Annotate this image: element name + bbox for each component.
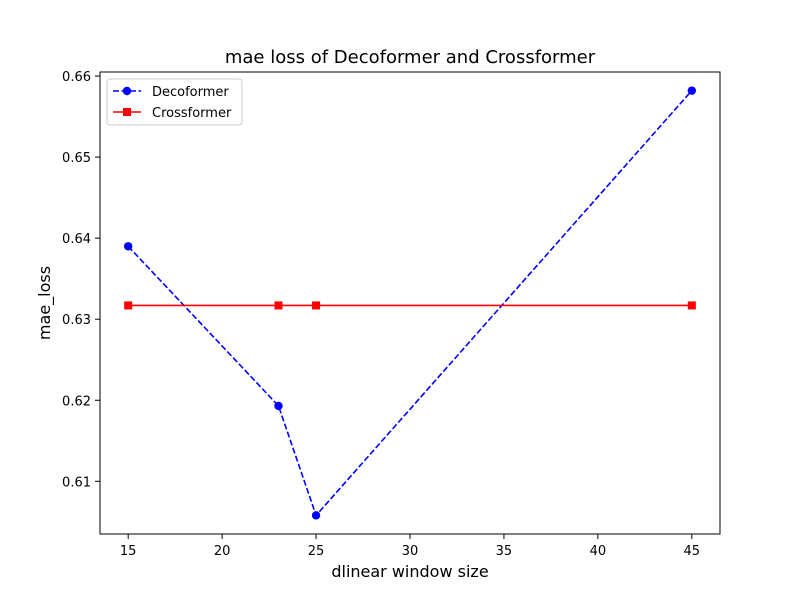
decoformer-legend-marker <box>122 86 132 96</box>
legend: Decoformer Crossformer <box>106 78 243 126</box>
x-axis-label: dlinear window size <box>331 562 488 581</box>
decoformer-point <box>687 86 697 95</box>
x-tick-label: 15 <box>120 544 137 559</box>
crossformer-legend-label: Crossformer <box>152 106 232 121</box>
crossformer-point <box>274 301 283 310</box>
x-tick-label: 45 <box>684 544 701 559</box>
y-tick-label: 0.63 <box>62 313 91 328</box>
y-tick-label: 0.65 <box>62 151 91 166</box>
chart-title: mae loss of Decoformer and Crossformer <box>225 47 596 68</box>
decoformer-point <box>123 242 133 251</box>
x-tick-label: 20 <box>214 544 231 559</box>
crossformer-legend-marker <box>123 108 131 116</box>
y-tick-label: 0.64 <box>62 232 91 247</box>
decoformer-series-line <box>127 90 693 517</box>
decoformer-point <box>311 511 321 520</box>
plot-area <box>123 86 697 520</box>
y-axis-label: mae_loss <box>35 266 55 340</box>
y-tick-label: 0.62 <box>62 394 91 409</box>
y-tick-label: 0.66 <box>62 70 91 85</box>
crossformer-point <box>312 301 321 310</box>
y-tick-label: 0.61 <box>62 475 91 490</box>
decoformer-point <box>274 401 283 411</box>
decoformer-legend-label: Decoformer <box>152 85 229 100</box>
crossformer-point <box>687 301 696 310</box>
crossformer-point <box>124 301 133 310</box>
x-axis: 15 20 25 30 35 40 45 <box>120 534 700 559</box>
x-tick-label: 35 <box>496 544 513 559</box>
x-tick-label: 40 <box>590 544 607 559</box>
x-tick-label: 25 <box>308 544 325 559</box>
x-tick-label: 30 <box>402 544 419 559</box>
y-axis: 0.61 0.62 0.63 0.64 0.65 0.66 <box>62 70 100 490</box>
